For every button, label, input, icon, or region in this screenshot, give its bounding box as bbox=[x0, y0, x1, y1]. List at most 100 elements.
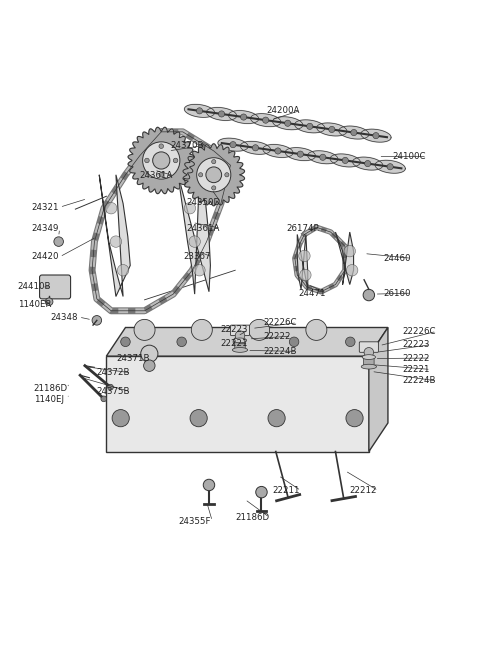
Polygon shape bbox=[107, 356, 369, 451]
Circle shape bbox=[363, 290, 374, 301]
Circle shape bbox=[92, 316, 102, 325]
Text: 22221: 22221 bbox=[220, 339, 248, 348]
Text: 24348: 24348 bbox=[50, 312, 78, 322]
Text: 22221: 22221 bbox=[402, 365, 430, 374]
Polygon shape bbox=[263, 145, 293, 157]
Circle shape bbox=[299, 250, 310, 261]
Circle shape bbox=[297, 151, 303, 157]
Circle shape bbox=[300, 269, 311, 281]
Circle shape bbox=[141, 345, 158, 362]
Ellipse shape bbox=[233, 338, 247, 343]
Circle shape bbox=[110, 236, 121, 248]
Text: 22211: 22211 bbox=[273, 486, 300, 495]
Polygon shape bbox=[361, 129, 391, 142]
Circle shape bbox=[252, 145, 259, 151]
Circle shape bbox=[235, 331, 245, 341]
Text: 24460: 24460 bbox=[383, 253, 411, 263]
Circle shape bbox=[144, 158, 149, 162]
Text: 1140ER: 1140ER bbox=[18, 300, 51, 309]
Circle shape bbox=[329, 126, 335, 132]
Circle shape bbox=[364, 348, 373, 357]
Text: 21186D: 21186D bbox=[235, 513, 269, 522]
FancyBboxPatch shape bbox=[360, 342, 378, 352]
Text: 24361A: 24361A bbox=[187, 224, 220, 233]
Polygon shape bbox=[285, 147, 315, 160]
Circle shape bbox=[196, 108, 203, 114]
Polygon shape bbox=[99, 175, 130, 297]
Text: 24371B: 24371B bbox=[116, 354, 149, 363]
Circle shape bbox=[351, 130, 357, 136]
Text: 22224B: 22224B bbox=[263, 347, 297, 356]
Circle shape bbox=[346, 337, 355, 346]
Polygon shape bbox=[352, 157, 383, 170]
Polygon shape bbox=[206, 107, 237, 121]
FancyBboxPatch shape bbox=[39, 275, 71, 299]
Circle shape bbox=[225, 173, 229, 177]
Polygon shape bbox=[128, 127, 194, 194]
Circle shape bbox=[307, 123, 313, 130]
Text: 26174P: 26174P bbox=[287, 224, 319, 233]
Circle shape bbox=[268, 409, 285, 427]
FancyBboxPatch shape bbox=[364, 356, 374, 366]
Circle shape bbox=[289, 337, 299, 346]
Circle shape bbox=[120, 337, 130, 346]
Circle shape bbox=[159, 144, 164, 149]
Ellipse shape bbox=[232, 348, 248, 352]
Circle shape bbox=[256, 487, 267, 498]
Polygon shape bbox=[184, 104, 215, 117]
Circle shape bbox=[249, 320, 270, 341]
Circle shape bbox=[203, 479, 215, 491]
Circle shape bbox=[45, 298, 53, 305]
Circle shape bbox=[189, 236, 200, 248]
Text: 24355F: 24355F bbox=[178, 517, 210, 526]
Text: 22224B: 22224B bbox=[402, 377, 436, 385]
Polygon shape bbox=[336, 232, 354, 284]
FancyBboxPatch shape bbox=[235, 340, 245, 350]
Text: 24100C: 24100C bbox=[393, 152, 426, 161]
Polygon shape bbox=[240, 141, 271, 155]
Text: 23367: 23367 bbox=[184, 252, 211, 261]
Circle shape bbox=[285, 120, 291, 126]
Circle shape bbox=[233, 337, 243, 346]
Text: 24471: 24471 bbox=[298, 289, 326, 297]
Polygon shape bbox=[218, 138, 248, 151]
Circle shape bbox=[212, 186, 216, 190]
Ellipse shape bbox=[362, 355, 375, 360]
Polygon shape bbox=[228, 111, 259, 124]
Circle shape bbox=[387, 164, 393, 170]
Text: 22222: 22222 bbox=[263, 331, 290, 341]
Circle shape bbox=[190, 409, 207, 427]
Polygon shape bbox=[297, 234, 308, 290]
Text: 26160: 26160 bbox=[383, 289, 411, 297]
Circle shape bbox=[275, 148, 281, 154]
Text: 24410B: 24410B bbox=[18, 282, 51, 291]
Circle shape bbox=[153, 152, 170, 169]
Circle shape bbox=[212, 160, 216, 164]
Circle shape bbox=[54, 237, 63, 246]
Circle shape bbox=[159, 172, 164, 177]
Circle shape bbox=[184, 202, 196, 214]
Circle shape bbox=[344, 246, 356, 257]
FancyBboxPatch shape bbox=[230, 325, 250, 335]
Circle shape bbox=[347, 265, 358, 276]
Text: 21186D: 21186D bbox=[34, 384, 68, 393]
Text: 24200A: 24200A bbox=[266, 106, 300, 115]
Circle shape bbox=[263, 117, 269, 123]
Text: 24370B: 24370B bbox=[171, 141, 204, 150]
Polygon shape bbox=[330, 154, 360, 167]
Circle shape bbox=[112, 409, 129, 427]
Text: 24361A: 24361A bbox=[140, 171, 173, 180]
Text: 22226C: 22226C bbox=[402, 327, 436, 336]
Circle shape bbox=[218, 111, 225, 117]
Polygon shape bbox=[183, 144, 244, 206]
Circle shape bbox=[206, 167, 222, 183]
Text: 22223: 22223 bbox=[402, 340, 430, 349]
Polygon shape bbox=[369, 328, 388, 451]
Circle shape bbox=[320, 154, 326, 160]
Circle shape bbox=[192, 320, 212, 341]
Circle shape bbox=[197, 158, 231, 192]
Text: 22223: 22223 bbox=[220, 326, 248, 335]
Circle shape bbox=[230, 141, 236, 148]
Text: 24372B: 24372B bbox=[97, 368, 131, 377]
Circle shape bbox=[101, 396, 107, 402]
